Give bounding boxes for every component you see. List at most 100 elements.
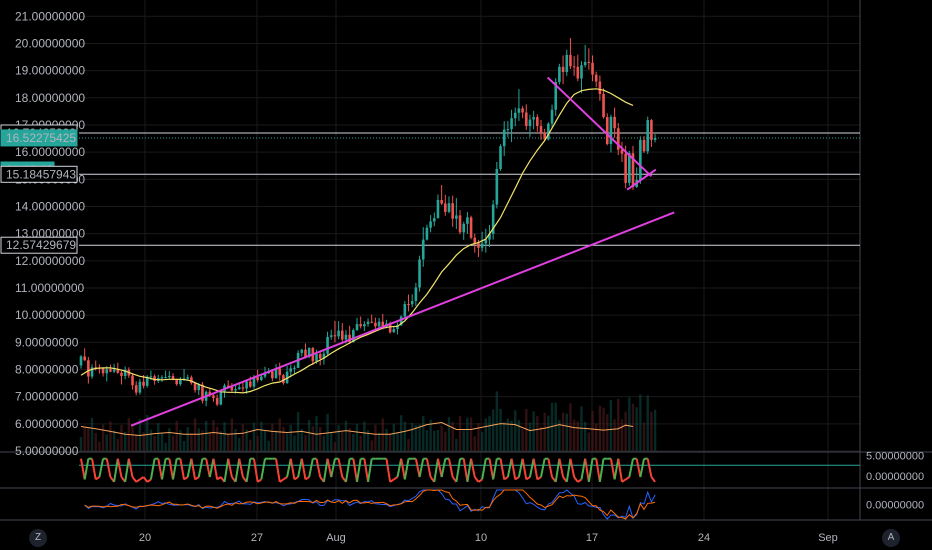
- volume-bar: [543, 412, 546, 451]
- volume-bar: [642, 422, 646, 451]
- candle-body: [477, 243, 480, 248]
- candle-body: [153, 376, 156, 381]
- candle-body: [536, 117, 539, 127]
- volume-bar: [319, 426, 322, 451]
- volume-bar: [87, 427, 90, 451]
- volume-bar: [609, 400, 613, 451]
- volume-bar: [624, 411, 627, 451]
- osc-segment: [179, 458, 186, 480]
- volume-bar: [285, 433, 289, 451]
- candle-body: [168, 376, 171, 378]
- candle-body: [234, 389, 237, 391]
- osc-segment: [275, 458, 281, 483]
- candle-body: [248, 381, 252, 387]
- volume-bar: [598, 405, 602, 451]
- volume-bar: [414, 425, 418, 451]
- osc-segment: [440, 458, 447, 478]
- osc-segment: [297, 458, 303, 478]
- candle-body: [355, 324, 359, 331]
- candle-body: [274, 368, 278, 379]
- volume-bar: [164, 442, 167, 451]
- candle-body: [407, 304, 410, 306]
- volume-bar: [521, 429, 524, 451]
- candle-body: [613, 116, 616, 129]
- osc-segment: [91, 458, 97, 480]
- volume-bar: [168, 428, 171, 451]
- candle-body: [414, 287, 418, 302]
- candle-body: [484, 239, 488, 244]
- candle-body: [149, 376, 153, 378]
- volume-bar: [547, 415, 550, 451]
- candle-body: [352, 330, 355, 343]
- osc-segment: [528, 458, 535, 478]
- candle-body: [436, 199, 440, 219]
- candle-body: [451, 203, 454, 219]
- osc-segment: [293, 476, 299, 481]
- osc-segment: [617, 458, 623, 483]
- candle-body: [374, 322, 377, 327]
- osc-segment: [481, 458, 487, 480]
- auto-scale-button[interactable]: A: [882, 529, 900, 547]
- candle-body: [403, 304, 407, 317]
- osc-segment: [455, 458, 462, 483]
- candle-body: [576, 66, 580, 79]
- candle-body: [491, 204, 495, 234]
- volume-bar: [101, 424, 105, 451]
- osc-segment: [580, 458, 587, 480]
- volume-bar: [536, 416, 539, 451]
- osc-segment: [400, 458, 406, 480]
- time-tick-label: Sep: [818, 532, 838, 544]
- osc-segment: [95, 476, 100, 481]
- volume-bar: [499, 408, 502, 451]
- candle-body: [583, 61, 587, 66]
- osc-segment: [168, 458, 174, 480]
- osc-segment: [260, 458, 266, 480]
- osc-segment: [300, 458, 307, 480]
- candle-body: [271, 371, 274, 379]
- candle-body: [388, 323, 392, 333]
- osc-segment: [245, 458, 252, 483]
- volume-bar: [230, 418, 234, 451]
- candle-body: [193, 383, 197, 391]
- timezone-button[interactable]: Z: [29, 529, 47, 547]
- osc-segment: [584, 458, 590, 483]
- osc-segment: [547, 458, 554, 478]
- osc-segment: [448, 458, 454, 478]
- volume-bar: [120, 424, 123, 451]
- candle-body: [79, 356, 83, 366]
- candle-body: [587, 61, 591, 63]
- candle-body: [510, 118, 513, 130]
- price-tick-label: 14.00000000: [15, 199, 85, 213]
- osc-segment: [525, 476, 531, 481]
- osc-tick-label: 5.00000000: [866, 450, 924, 462]
- osc-segment: [470, 458, 476, 478]
- candle-body: [318, 354, 322, 359]
- candle-body: [326, 336, 329, 354]
- volume-bar: [635, 407, 638, 451]
- osc-segment: [142, 476, 149, 483]
- price-tick-label: 5.00000000: [15, 444, 79, 458]
- volume-bar: [510, 420, 513, 451]
- candle-body: [322, 353, 326, 359]
- osc-segment: [124, 458, 130, 483]
- volume-bar: [631, 403, 635, 451]
- volume-bar: [223, 422, 226, 451]
- candle-body: [569, 54, 572, 67]
- price-tick-label: 20.00000000: [15, 36, 85, 50]
- candle-body: [307, 348, 311, 357]
- time-tick-label: 24: [698, 532, 710, 544]
- oscillator-series: [80, 457, 656, 483]
- volume-bar: [208, 433, 211, 451]
- volume-bar: [433, 430, 436, 451]
- trendline: [130, 211, 675, 427]
- price-tick-label: 11.00000000: [15, 281, 85, 295]
- volume-bar: [388, 434, 392, 451]
- candle-body: [547, 123, 550, 140]
- volume-bar: [307, 420, 311, 451]
- candle-body: [138, 381, 142, 393]
- candle-body: [650, 120, 653, 140]
- candle-body: [145, 376, 149, 386]
- volume-bar: [628, 397, 631, 451]
